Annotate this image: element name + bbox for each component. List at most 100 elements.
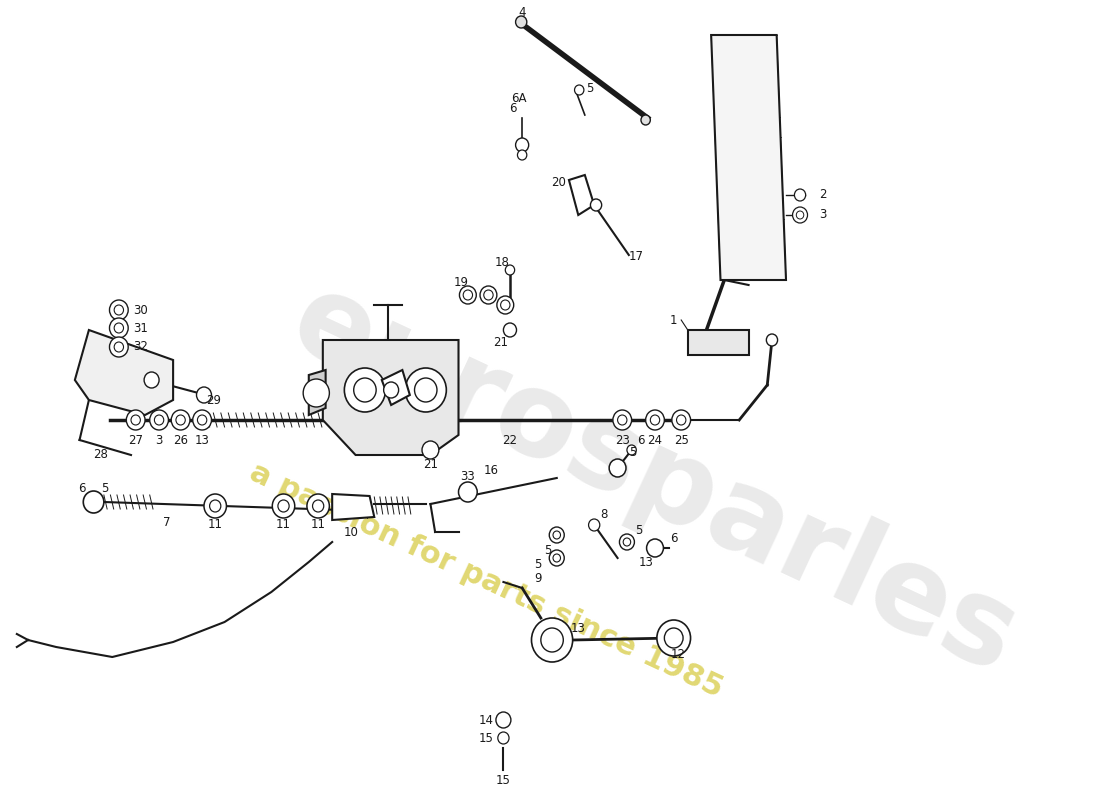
Text: eurosparles: eurosparles: [274, 262, 1036, 698]
Circle shape: [114, 305, 123, 315]
Circle shape: [624, 538, 630, 546]
Text: a passion for parts since 1985: a passion for parts since 1985: [245, 458, 728, 702]
Circle shape: [110, 300, 129, 320]
Circle shape: [150, 410, 168, 430]
Text: 14: 14: [480, 714, 494, 726]
Text: 26: 26: [173, 434, 188, 446]
Text: 6: 6: [78, 482, 86, 494]
Circle shape: [344, 368, 385, 412]
Circle shape: [617, 415, 627, 425]
Text: 5: 5: [543, 543, 551, 557]
Circle shape: [210, 500, 221, 512]
Circle shape: [84, 491, 103, 513]
Circle shape: [672, 410, 691, 430]
Circle shape: [541, 628, 563, 652]
Circle shape: [496, 712, 510, 728]
Circle shape: [627, 445, 636, 455]
Text: 21: 21: [422, 458, 438, 471]
Text: 13: 13: [571, 622, 585, 634]
Text: 25: 25: [674, 434, 689, 446]
Text: 5: 5: [101, 482, 109, 494]
Text: 22: 22: [503, 434, 517, 446]
Text: 1: 1: [670, 314, 678, 326]
Circle shape: [549, 527, 564, 543]
Circle shape: [505, 265, 515, 275]
Text: 6A: 6A: [512, 91, 527, 105]
Polygon shape: [332, 494, 374, 520]
Text: 5: 5: [629, 446, 636, 458]
Circle shape: [647, 539, 663, 557]
Circle shape: [609, 459, 626, 477]
Polygon shape: [711, 35, 786, 280]
Polygon shape: [569, 175, 594, 215]
Circle shape: [480, 286, 497, 304]
Text: 6: 6: [670, 531, 678, 545]
Circle shape: [650, 415, 660, 425]
Polygon shape: [322, 340, 459, 455]
Text: 13: 13: [638, 555, 653, 569]
Circle shape: [484, 290, 493, 300]
Text: 7: 7: [163, 515, 170, 529]
Circle shape: [516, 16, 527, 28]
Text: 8: 8: [600, 509, 607, 522]
Circle shape: [176, 415, 185, 425]
Circle shape: [613, 410, 631, 430]
Circle shape: [354, 378, 376, 402]
Text: 2: 2: [818, 189, 826, 202]
Circle shape: [405, 368, 447, 412]
Text: 10: 10: [343, 526, 359, 538]
Text: 11: 11: [208, 518, 222, 530]
Circle shape: [192, 410, 211, 430]
Text: 5: 5: [535, 558, 541, 571]
Text: 4: 4: [518, 6, 526, 18]
Text: 13: 13: [195, 434, 210, 446]
Circle shape: [110, 337, 129, 357]
Text: 24: 24: [648, 434, 662, 446]
Text: 6: 6: [637, 434, 645, 446]
Circle shape: [172, 410, 190, 430]
Text: 23: 23: [615, 434, 629, 446]
Circle shape: [422, 441, 439, 459]
Text: 27: 27: [129, 434, 143, 446]
Circle shape: [664, 628, 683, 648]
Circle shape: [553, 554, 561, 562]
Text: 28: 28: [94, 449, 109, 462]
Circle shape: [517, 150, 527, 160]
Circle shape: [641, 115, 650, 125]
Circle shape: [144, 372, 159, 388]
Circle shape: [312, 500, 323, 512]
Text: 19: 19: [454, 277, 469, 290]
Circle shape: [574, 85, 584, 95]
Text: 30: 30: [133, 303, 147, 317]
Text: 12: 12: [671, 649, 686, 662]
Circle shape: [591, 199, 602, 211]
Polygon shape: [309, 370, 326, 415]
Circle shape: [498, 732, 509, 744]
Circle shape: [676, 415, 686, 425]
Circle shape: [204, 494, 227, 518]
Circle shape: [110, 318, 129, 338]
Circle shape: [497, 296, 514, 314]
Polygon shape: [688, 330, 749, 355]
Text: 5: 5: [586, 82, 593, 94]
Circle shape: [197, 415, 207, 425]
Circle shape: [126, 410, 145, 430]
Circle shape: [114, 342, 123, 352]
Text: 17: 17: [629, 250, 644, 263]
Polygon shape: [382, 370, 410, 405]
Circle shape: [794, 189, 805, 201]
Text: 5: 5: [636, 523, 642, 537]
Text: 18: 18: [495, 257, 510, 270]
Circle shape: [549, 550, 564, 566]
Circle shape: [657, 620, 691, 656]
Text: 15: 15: [496, 774, 510, 786]
Text: 32: 32: [133, 341, 147, 354]
Text: 3: 3: [818, 209, 826, 222]
Text: 11: 11: [276, 518, 292, 530]
Circle shape: [553, 531, 561, 539]
Circle shape: [516, 138, 529, 152]
Circle shape: [384, 382, 398, 398]
Circle shape: [131, 415, 141, 425]
Polygon shape: [75, 330, 173, 415]
Text: 9: 9: [535, 571, 542, 585]
